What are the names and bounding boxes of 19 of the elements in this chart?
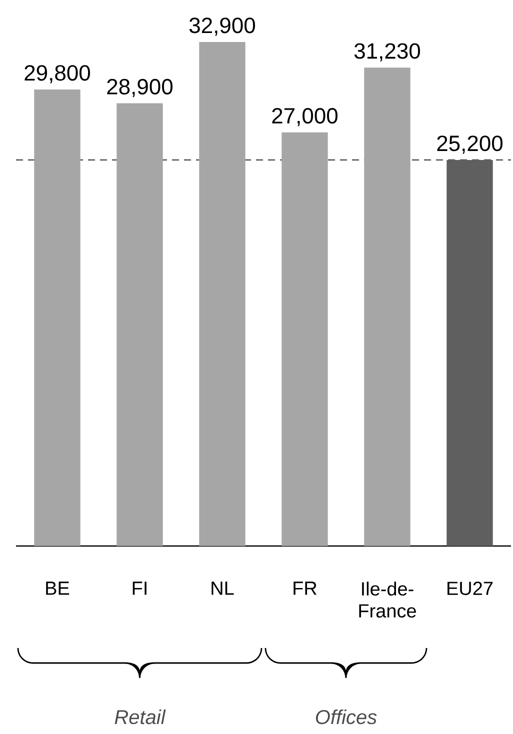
data-label: 27,000 (272, 108, 338, 126)
data-label: 25,200 (437, 136, 502, 154)
x-tick-label: FI (132, 582, 146, 595)
text: Offices (316, 710, 377, 724)
bar (282, 132, 328, 546)
bar (199, 42, 246, 546)
x-tick-label: BE (46, 582, 70, 595)
x-tick-label: EU27 (448, 582, 493, 596)
x-tick-label: Ile-de-France (359, 582, 416, 618)
bar (34, 89, 80, 546)
x-tick-label: NL (212, 582, 234, 595)
data-label: 29,800 (24, 65, 90, 84)
bar (364, 68, 410, 546)
data-label: 32,900 (189, 18, 255, 36)
text: Retail (114, 710, 166, 724)
bar (116, 103, 163, 546)
x-tick-label: FR (294, 582, 316, 595)
data-label: 28,900 (107, 78, 172, 98)
data-label: 31,230 (354, 43, 420, 62)
